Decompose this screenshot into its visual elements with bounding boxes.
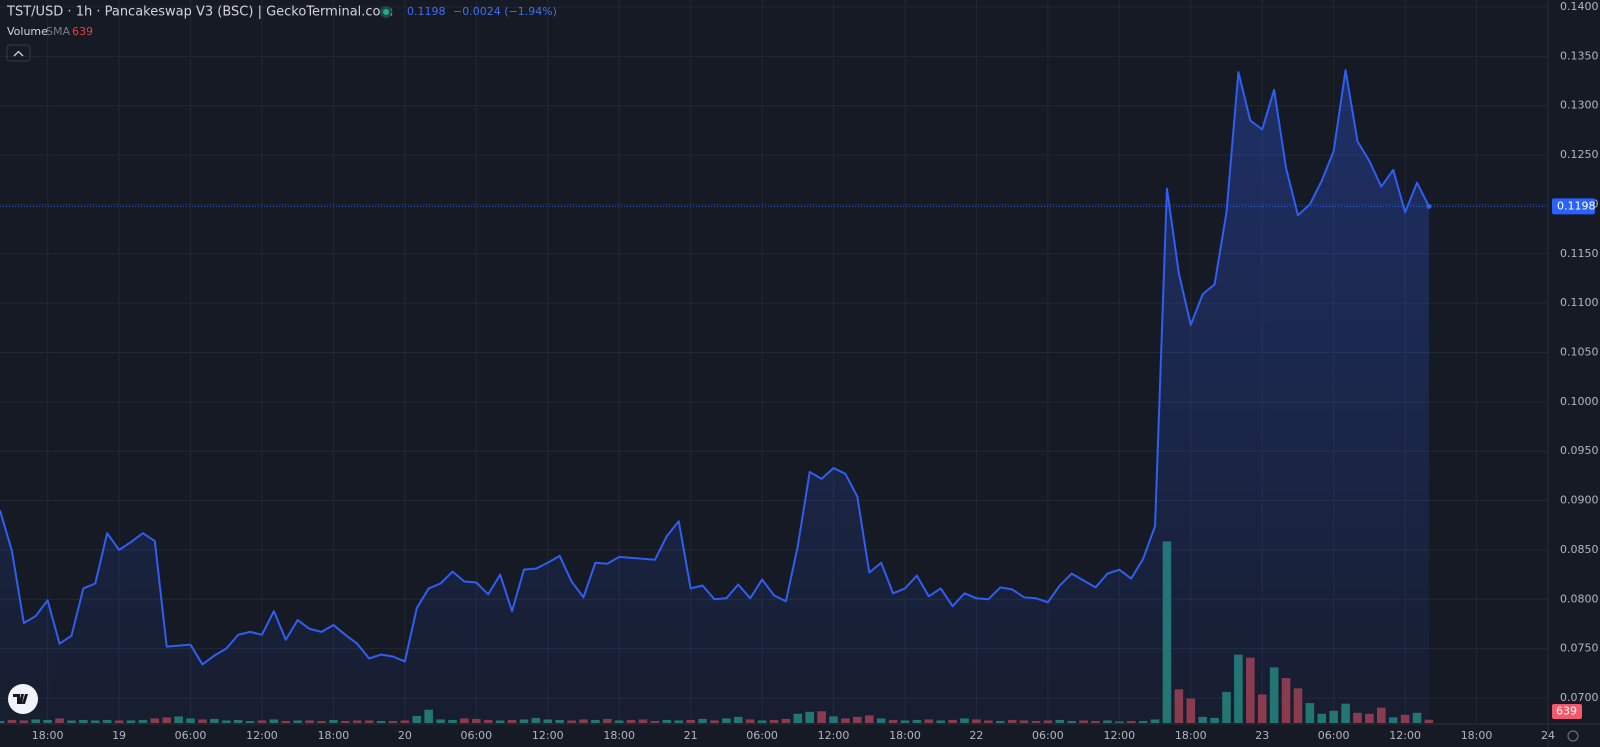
price-change: −0.0024 (−1.94%) [453,5,557,18]
y-tick-label: 0.0750 [1560,642,1599,655]
x-tick-label: 18:00 [318,729,350,742]
logo-mark [13,694,28,704]
x-tick-label: 06:00 [1032,729,1064,742]
y-tick-label: 0.1400 [1560,0,1599,13]
price-tag [1552,198,1595,215]
y-tick-label: 0.1350 [1560,49,1599,62]
volume-bar [1424,719,1434,723]
chart-title: TST/USD · 1h · Pancakeswap V3 (BSC) | Ge… [6,5,393,20]
x-tick-label: 20 [398,729,412,742]
y-tick-label: 0.0900 [1560,494,1599,507]
y-tick-label: 0.0800 [1560,592,1599,605]
axes: 0.14000.13500.13000.12500.12000.11500.11… [32,0,1599,742]
x-tick-label: 24 [1541,729,1555,742]
x-tick-label: 18:00 [32,729,64,742]
x-tick-label: 06:00 [1318,729,1350,742]
x-tick-label: 06:00 [460,729,492,742]
x-tick-label: 19 [112,729,126,742]
x-tick-label: 06:00 [746,729,778,742]
x-tick-label: 12:00 [1103,729,1135,742]
x-tick-label: 22 [969,729,983,742]
x-tick-label: 18:00 [889,729,921,742]
price-tag-label: 0.1198 [1557,199,1596,212]
last-price: 0.1198 [407,5,446,18]
y-tick-label: 0.1050 [1560,346,1599,359]
volume-tag-label: 639 [1556,705,1577,718]
collapse-button[interactable] [6,44,31,62]
x-tick-label: 18:00 [1461,729,1493,742]
volume-legend: Volume [7,25,48,38]
price-pane [0,69,1548,724]
y-tick-label: 0.0700 [1560,691,1599,704]
status-dot [383,9,389,15]
x-tick-label: 23 [1255,729,1269,742]
x-tick-label: 12:00 [246,729,278,742]
y-tick-label: 0.1150 [1560,247,1599,260]
y-tick-label: 0.0950 [1560,444,1599,457]
x-tick-label: 12:00 [1389,729,1421,742]
x-tick-label: 18:00 [603,729,635,742]
x-tick-label: 12:00 [818,729,850,742]
x-tick-label: 12:00 [532,729,564,742]
settings-icon[interactable] [1567,730,1579,742]
y-tick-label: 0.1000 [1560,395,1599,408]
last-point [1426,203,1432,209]
collapse-icon [13,50,24,57]
y-tick-label: 0.0850 [1560,543,1599,556]
y-tick-label: 0.1250 [1560,148,1599,161]
price-area [0,70,1429,724]
price-line [0,69,1430,666]
volume-indicator: SMA [46,25,70,38]
y-tick-label: 0.1300 [1560,99,1599,112]
volume-value: 639 [72,25,93,38]
volume-tag [1552,704,1582,719]
x-tick-label: 21 [684,729,698,742]
x-tick-label: 18:00 [1175,729,1207,742]
y-tick-label: 0.1100 [1560,296,1599,309]
x-tick-label: 06:00 [175,729,207,742]
